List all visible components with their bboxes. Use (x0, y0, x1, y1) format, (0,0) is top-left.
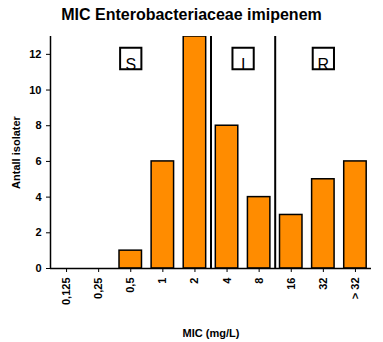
svg-text:8: 8 (253, 278, 265, 284)
svg-text:MIC (mg/L): MIC (mg/L) (183, 327, 240, 339)
svg-text:2: 2 (35, 226, 41, 238)
svg-text:I: I (241, 56, 245, 73)
svg-text:0,125: 0,125 (60, 278, 72, 306)
svg-text:0: 0 (35, 262, 41, 274)
svg-text:4: 4 (35, 191, 42, 203)
svg-text:6: 6 (35, 155, 41, 167)
svg-text:8: 8 (35, 119, 41, 131)
svg-text:R: R (318, 56, 330, 73)
svg-text:16: 16 (285, 278, 297, 290)
svg-text:1: 1 (156, 278, 168, 284)
svg-text:0,25: 0,25 (92, 278, 104, 299)
svg-text:> 32: > 32 (349, 278, 361, 300)
svg-text:0,5: 0,5 (124, 278, 136, 293)
svg-text:12: 12 (29, 48, 41, 60)
svg-text:2: 2 (188, 278, 200, 284)
svg-text:S: S (125, 56, 136, 73)
html-text:MIC Enterobacteriaceae imipene: MIC Enterobacteriaceae imipenem (61, 6, 322, 23)
svg-text:Antall isolater: Antall isolater (10, 115, 22, 188)
svg-text:32: 32 (317, 278, 329, 290)
svg-text:10: 10 (29, 84, 41, 96)
svg-text:4: 4 (221, 277, 233, 284)
